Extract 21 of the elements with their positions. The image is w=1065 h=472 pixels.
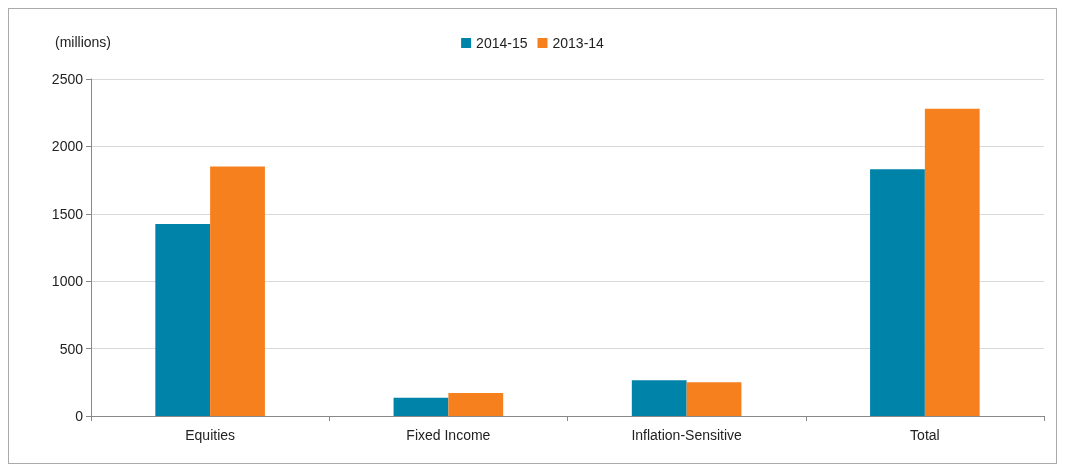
bar [686, 382, 742, 416]
legend-label: 2014-15 [476, 35, 528, 51]
y-tick-label: 1500 [51, 205, 84, 222]
bar [448, 393, 504, 416]
x-tick-label: Inflation-Sensitive [631, 427, 743, 443]
bar [210, 166, 265, 416]
y-axis-title: (millions) [55, 34, 111, 50]
bar [924, 108, 980, 416]
x-tick-label: Fixed Income [406, 427, 491, 443]
bar [393, 397, 449, 416]
x-tick-label: Equities [185, 427, 236, 443]
y-tick-label: 0 [75, 408, 84, 424]
bar [155, 223, 211, 416]
y-tick-label: 500 [59, 340, 84, 357]
y-tick-label: 1000 [51, 273, 84, 290]
y-tick-label: 2500 [51, 71, 84, 87]
x-tick-label: Total [910, 427, 940, 443]
legend-label: 2013-14 [552, 35, 605, 51]
bar [631, 380, 687, 416]
bar [870, 169, 925, 416]
y-tick-label: 2000 [51, 138, 84, 155]
